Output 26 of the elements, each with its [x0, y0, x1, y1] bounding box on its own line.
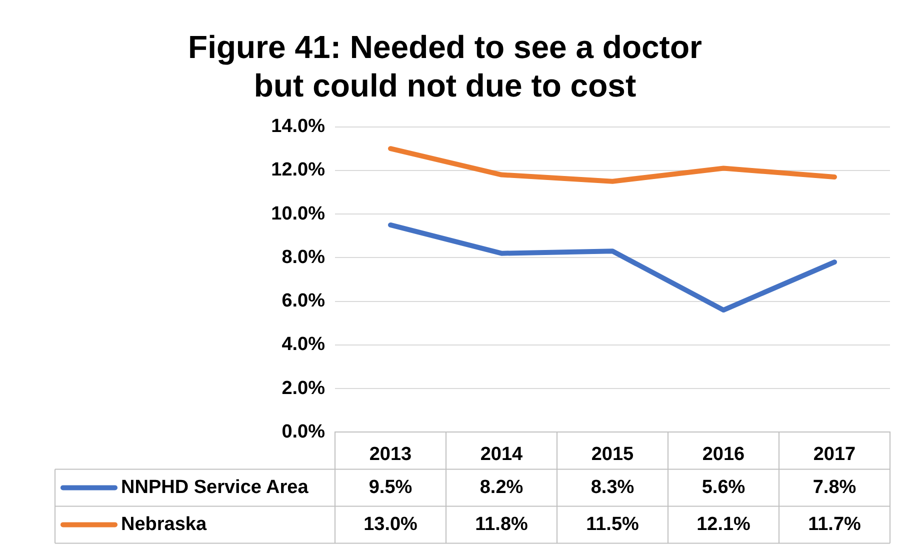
data-label: 8.3% — [590, 476, 634, 498]
x-tick-label: 2014 — [480, 444, 524, 465]
chart-title: Figure 41: Needed to see a doctor but could not due to cost — [188, 29, 702, 104]
x-tick-label: 2015 — [591, 444, 634, 465]
y-tick-label: 10.0% — [271, 203, 326, 224]
y-tick-label: 8.0% — [282, 246, 326, 268]
data-label: 9.5% — [368, 476, 412, 498]
data-label: 7.8% — [812, 476, 856, 498]
x-tick-label: 2013 — [369, 444, 412, 465]
legend-label: Nebraska — [121, 514, 207, 535]
y-tick-label: 6.0% — [282, 290, 326, 312]
y-tick-label: 12.0% — [271, 160, 326, 181]
legend-label: NNPHD Service Area — [121, 476, 309, 498]
data-label: 12.1% — [696, 514, 751, 535]
y-tick-label: 0.0% — [282, 421, 326, 442]
data-label: 11.5% — [586, 514, 640, 535]
x-tick-label: 2017 — [813, 444, 856, 465]
y-tick-label: 14.0% — [271, 116, 326, 138]
y-tick-label: 4.0% — [282, 334, 326, 356]
data-label: 11.8% — [475, 514, 528, 535]
data-label: 11.7% — [808, 514, 862, 535]
data-label: 8.2% — [480, 476, 524, 498]
data-label: 13.0% — [364, 514, 418, 535]
x-tick-label: 2016 — [702, 444, 745, 465]
data-label: 5.6% — [702, 476, 746, 498]
y-tick-label: 2.0% — [282, 378, 326, 399]
